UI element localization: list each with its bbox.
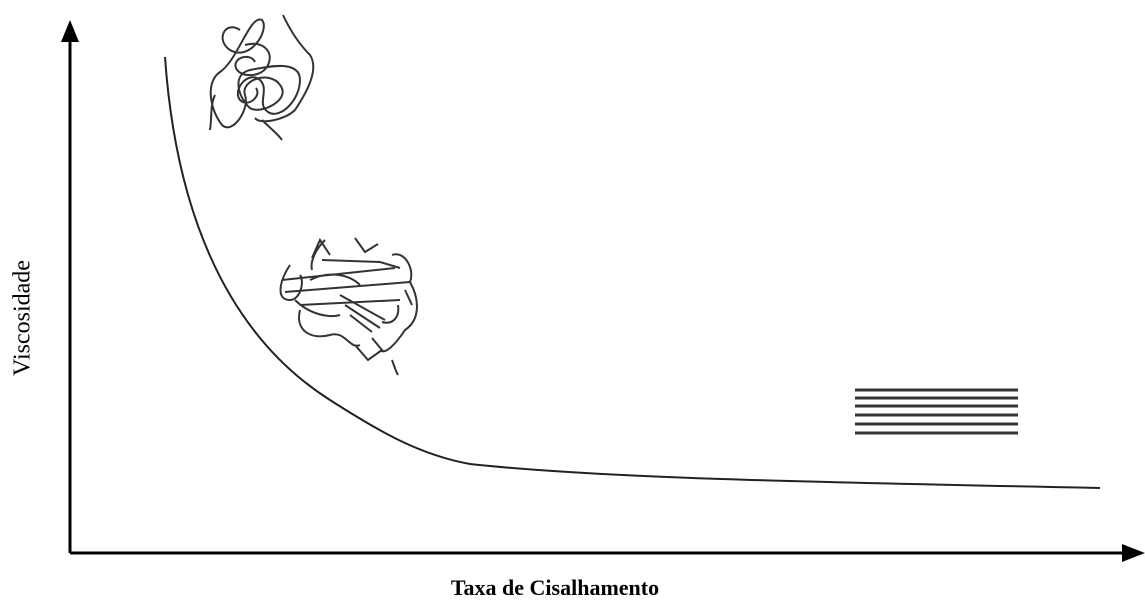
y-axis-arrow	[61, 20, 79, 42]
x-axis-label: Taxa de Cisalhamento	[451, 575, 659, 600]
x-axis-arrow	[1122, 544, 1145, 562]
y-axis-label: Viscosidade	[10, 260, 36, 376]
aligned-chains	[855, 388, 1018, 435]
aligning-chains	[279, 237, 418, 376]
tangled-chains	[209, 14, 315, 141]
viscosity-curve	[164, 56, 1101, 489]
